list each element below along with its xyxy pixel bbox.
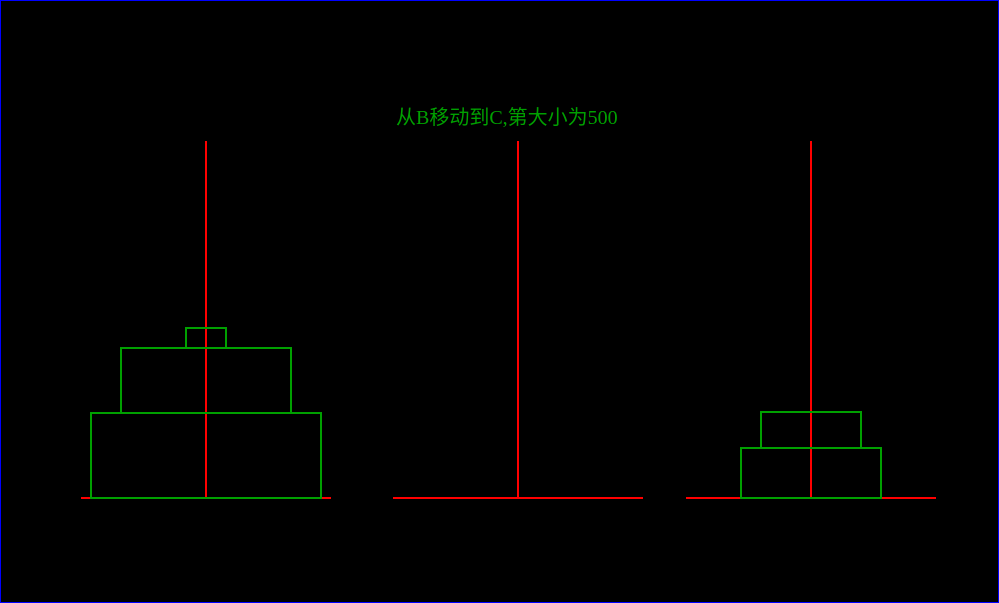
title-label: 从B移动到C,第大小为500	[396, 101, 618, 130]
diagram-canvas: 从B移动到C,第大小为500	[0, 0, 999, 603]
diagram-svg	[1, 1, 999, 603]
